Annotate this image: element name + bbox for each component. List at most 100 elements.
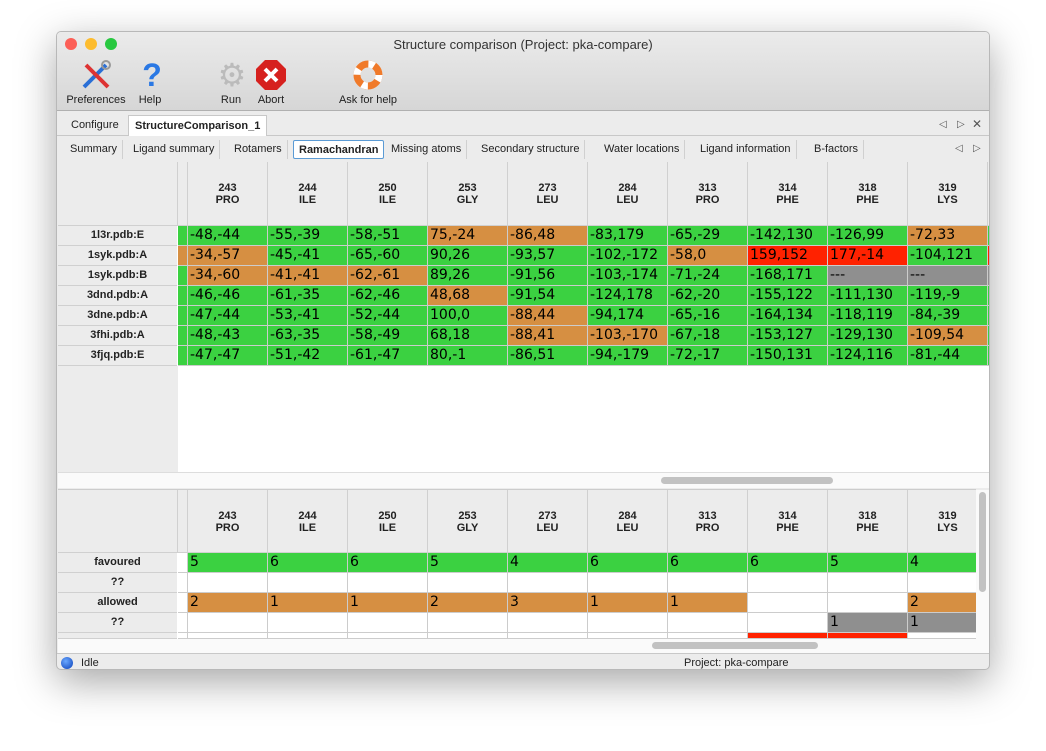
table-cell[interactable]: -63,-35 bbox=[268, 326, 348, 346]
table-cell[interactable]: -118,119 bbox=[828, 306, 908, 326]
table-cell[interactable]: 1 bbox=[828, 613, 908, 633]
minimize-window-button[interactable] bbox=[85, 38, 97, 50]
bottom-horizontal-scrollbar[interactable] bbox=[652, 642, 818, 649]
table-cell[interactable]: -34,-57 bbox=[188, 246, 268, 266]
column-header[interactable]: 313 PRO bbox=[668, 162, 748, 226]
table-cell[interactable]: -91,56 bbox=[508, 266, 588, 286]
table-cell[interactable]: -61,-35 bbox=[268, 286, 348, 306]
table-cell[interactable]: -94,174 bbox=[588, 306, 668, 326]
table-cell[interactable] bbox=[828, 633, 908, 639]
column-header[interactable]: 243 PRO bbox=[188, 490, 268, 553]
run-button[interactable]: ⚙ Run bbox=[215, 57, 247, 106]
row-header[interactable]: 3dnd.pdb:A bbox=[58, 286, 177, 306]
table-cell[interactable] bbox=[588, 633, 668, 639]
table-cell[interactable]: -88,44 bbox=[508, 306, 588, 326]
table-cell[interactable]: 6 bbox=[668, 553, 748, 573]
table-cell[interactable]: -81,-44 bbox=[908, 346, 988, 366]
column-header[interactable]: 284 LEU bbox=[588, 490, 668, 553]
table-cell[interactable] bbox=[428, 613, 508, 633]
table-cell[interactable]: 4 bbox=[908, 553, 976, 573]
table-cell[interactable]: 1 bbox=[268, 593, 348, 613]
tab-summary[interactable]: Summary bbox=[65, 140, 124, 159]
table-cell[interactable]: -41,-41 bbox=[268, 266, 348, 286]
table-cell[interactable]: 89,26 bbox=[428, 266, 508, 286]
table-cell[interactable]: -58,-51 bbox=[348, 226, 428, 246]
column-header[interactable]: 273 LEU bbox=[508, 490, 588, 553]
top-horizontal-scrollbar[interactable] bbox=[661, 477, 833, 484]
column-header[interactable]: 318 PHE bbox=[828, 162, 908, 226]
tab-missing-atoms[interactable]: Missing atoms bbox=[386, 140, 468, 159]
tab-scroll-left-icon[interactable]: ◁ bbox=[939, 119, 947, 130]
table-cell[interactable] bbox=[828, 593, 908, 613]
subtab-scroll-right-icon[interactable]: ▷ bbox=[973, 143, 981, 154]
table-cell[interactable]: -142,130 bbox=[748, 226, 828, 246]
column-header[interactable]: 318 PHE bbox=[828, 490, 908, 553]
table-cell[interactable]: -47,-44 bbox=[188, 306, 268, 326]
table-cell[interactable] bbox=[508, 633, 588, 639]
table-cell[interactable]: -104,121 bbox=[908, 246, 988, 266]
table-cell[interactable] bbox=[508, 613, 588, 633]
tab-ramachandran[interactable]: Ramachandran bbox=[293, 140, 385, 159]
table-cell[interactable]: -34,-60 bbox=[188, 266, 268, 286]
table-cell[interactable]: -58,-49 bbox=[348, 326, 428, 346]
table-cell[interactable]: 6 bbox=[268, 553, 348, 573]
table-cell[interactable]: -62,-20 bbox=[668, 286, 748, 306]
ask-for-help-button[interactable]: Ask for help bbox=[333, 58, 403, 106]
table-cell[interactable]: -93,57 bbox=[508, 246, 588, 266]
table-cell[interactable]: 6 bbox=[748, 553, 828, 573]
close-tab-icon[interactable]: ✕ bbox=[972, 117, 983, 131]
row-header[interactable]: allowed bbox=[58, 593, 177, 613]
column-header[interactable]: 250 ILE bbox=[348, 490, 428, 553]
column-header[interactable]: 319 LYS bbox=[908, 162, 988, 226]
row-header[interactable]: ?? bbox=[58, 573, 177, 593]
table-cell[interactable] bbox=[908, 633, 976, 639]
table-cell[interactable] bbox=[588, 613, 668, 633]
table-cell[interactable]: -126,99 bbox=[828, 226, 908, 246]
table-cell[interactable]: -58,0 bbox=[668, 246, 748, 266]
row-header[interactable]: 3dne.pdb:A bbox=[58, 306, 177, 326]
table-cell[interactable] bbox=[508, 573, 588, 593]
table-cell[interactable] bbox=[588, 573, 668, 593]
table-cell[interactable]: --- bbox=[828, 266, 908, 286]
table-cell[interactable]: 48,68 bbox=[428, 286, 508, 306]
table-cell[interactable]: 6 bbox=[348, 553, 428, 573]
table-cell[interactable]: -45,-41 bbox=[268, 246, 348, 266]
table-cell[interactable]: -124,116 bbox=[828, 346, 908, 366]
table-cell[interactable]: -168,171 bbox=[748, 266, 828, 286]
table-cell[interactable]: -102,-172 bbox=[588, 246, 668, 266]
row-header[interactable]: ?? bbox=[58, 613, 177, 633]
column-header[interactable]: 244 ILE bbox=[268, 490, 348, 553]
row-header[interactable]: favoured bbox=[58, 553, 177, 573]
table-cell[interactable]: -88,41 bbox=[508, 326, 588, 346]
column-header[interactable]: 273 LEU bbox=[508, 162, 588, 226]
table-cell[interactable]: -61,-47 bbox=[348, 346, 428, 366]
table-cell[interactable]: -48,-43 bbox=[188, 326, 268, 346]
row-header[interactable]: 1syk.pdb:A bbox=[58, 246, 177, 266]
table-cell[interactable]: -91,54 bbox=[508, 286, 588, 306]
table-cell[interactable]: 75,-24 bbox=[428, 226, 508, 246]
table-cell[interactable] bbox=[268, 573, 348, 593]
table-cell[interactable] bbox=[668, 613, 748, 633]
table-cell[interactable]: 1 bbox=[668, 593, 748, 613]
table-cell[interactable] bbox=[188, 573, 268, 593]
table-cell[interactable]: -53,-41 bbox=[268, 306, 348, 326]
table-cell[interactable]: 80,-1 bbox=[428, 346, 508, 366]
table-cell[interactable]: 177,-14 bbox=[828, 246, 908, 266]
table-cell[interactable] bbox=[348, 633, 428, 639]
preferences-button[interactable]: Preferences bbox=[63, 58, 129, 106]
table-cell[interactable]: 2 bbox=[188, 593, 268, 613]
table-cell[interactable]: -51,-42 bbox=[268, 346, 348, 366]
tab-secondary-structure[interactable]: Secondary structure bbox=[476, 140, 586, 159]
table-cell[interactable]: 90,26 bbox=[428, 246, 508, 266]
column-header[interactable]: 253 GLY bbox=[428, 490, 508, 553]
table-cell[interactable]: 3 bbox=[508, 593, 588, 613]
column-header[interactable]: 314 PHE bbox=[748, 490, 828, 553]
table-cell[interactable]: -46,-46 bbox=[188, 286, 268, 306]
table-cell[interactable]: -84,-39 bbox=[908, 306, 988, 326]
table-cell[interactable]: -86,48 bbox=[508, 226, 588, 246]
table-cell[interactable] bbox=[668, 633, 748, 639]
table-cell[interactable]: -155,122 bbox=[748, 286, 828, 306]
row-header[interactable]: 3fhi.pdb:A bbox=[58, 326, 177, 346]
table-cell[interactable]: -48,-44 bbox=[188, 226, 268, 246]
table-cell[interactable]: -62,-46 bbox=[348, 286, 428, 306]
